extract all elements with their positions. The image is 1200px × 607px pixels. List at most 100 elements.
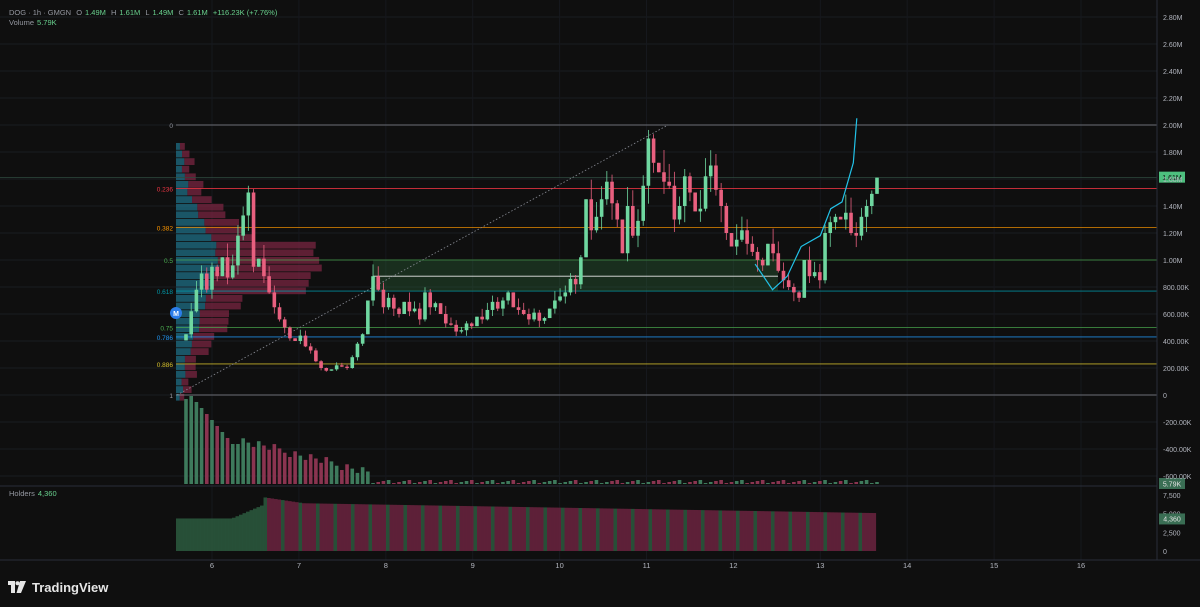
- holders-bar: [561, 507, 565, 551]
- volume-bar: [469, 480, 474, 484]
- candle-body: [189, 311, 193, 335]
- holders-bar: [722, 510, 726, 551]
- holders-bar: [396, 504, 401, 551]
- holders-bar: [648, 509, 653, 551]
- volume-profile-bar: [219, 264, 322, 272]
- holders-bar: [435, 505, 439, 551]
- volume-bar: [262, 445, 266, 484]
- volume-profile-bar: [176, 371, 186, 378]
- holders-bar: [603, 508, 607, 551]
- holders-legend[interactable]: Holders 4,360: [9, 489, 60, 498]
- candle-body: [698, 208, 703, 212]
- holders-bar: [487, 506, 492, 551]
- holders-bar: [508, 506, 513, 551]
- holders-bar: [330, 503, 334, 551]
- volume-bar: [314, 458, 318, 484]
- y-tick-label: 2.40M: [1163, 69, 1183, 76]
- y-tick-label: 1.40M: [1163, 204, 1183, 211]
- marker-label: M: [173, 311, 179, 318]
- candle-body: [340, 365, 344, 367]
- x-tick-label: 11: [643, 561, 651, 570]
- fib-level-label: 0.236: [157, 186, 174, 193]
- volume-bar: [386, 480, 391, 484]
- volume-profile-bar: [199, 325, 228, 333]
- holders-bar: [491, 506, 495, 551]
- holders-bar: [673, 509, 677, 551]
- holders-bar: [494, 506, 499, 551]
- volume-bar: [355, 472, 360, 484]
- volume-profile-bar: [176, 363, 185, 371]
- candle-body: [729, 233, 734, 247]
- holders-bar: [652, 509, 656, 551]
- candle-body: [480, 316, 484, 320]
- holders-bar: [365, 504, 369, 551]
- volume-profile-bar: [205, 226, 242, 234]
- last-price-tag: [1159, 171, 1185, 183]
- holders-bar: [701, 510, 705, 551]
- volume-bar: [662, 483, 666, 484]
- volume-bar: [667, 482, 671, 484]
- volume-legend[interactable]: Volume 5.79K: [9, 18, 60, 27]
- volume-bar: [542, 482, 547, 484]
- volume-bar: [225, 438, 230, 484]
- holders-bar: [459, 505, 464, 551]
- volume-bar: [412, 483, 417, 484]
- holders-bar: [333, 503, 338, 551]
- holders-bar: [270, 498, 275, 551]
- volume-bar: [849, 483, 853, 484]
- tradingview-logo[interactable]: TradingView: [8, 578, 108, 596]
- volume-bar: [828, 483, 833, 484]
- candle-body: [314, 350, 318, 362]
- volume-bar: [584, 482, 588, 484]
- holders-bar: [732, 510, 737, 551]
- holders-bar: [351, 504, 355, 551]
- candle-body: [734, 239, 739, 247]
- volume-bar: [724, 483, 729, 484]
- holders-bar: [246, 511, 250, 551]
- candle-body: [495, 301, 500, 309]
- volume-profile-bar: [176, 226, 206, 234]
- volume-profile-bar: [176, 143, 180, 150]
- volume-bar: [230, 444, 235, 484]
- volume-profile-bar: [176, 302, 206, 310]
- candle-body: [797, 292, 801, 298]
- fib-level-label: 1: [169, 393, 173, 400]
- x-tick-label: 12: [729, 561, 737, 570]
- volume-bar: [802, 480, 807, 484]
- holders-bar: [610, 508, 614, 551]
- holders-bar: [211, 518, 215, 551]
- volume-profile-bar: [176, 393, 180, 401]
- candle-body: [620, 219, 625, 254]
- volume-bar: [646, 482, 651, 484]
- holders-bar: [799, 511, 803, 551]
- holders-bar: [659, 509, 663, 551]
- volume-bar: [459, 482, 464, 484]
- symbol-label[interactable]: DOG · 1h · GMGN: [9, 8, 72, 17]
- candle-body: [714, 165, 718, 190]
- candle-body: [334, 365, 339, 370]
- volume-profile-bar: [176, 279, 214, 287]
- candle-body: [204, 273, 209, 290]
- candle-body: [844, 212, 848, 220]
- holders-tag: [1159, 513, 1185, 525]
- volume-bar: [812, 482, 817, 484]
- volume-bar: [329, 461, 334, 484]
- holders-bar: [225, 518, 229, 551]
- volume-bar: [610, 481, 614, 484]
- candle-body: [740, 230, 744, 240]
- candle-body: [573, 278, 578, 285]
- volume-bar: [428, 480, 432, 484]
- holders-bar: [417, 505, 422, 551]
- holders-bar: [274, 499, 278, 551]
- candle-body: [755, 251, 760, 260]
- volume-profile-bar: [198, 211, 226, 219]
- holders-bar: [564, 507, 569, 551]
- candle-body: [423, 292, 427, 320]
- holders-bar: [711, 510, 716, 551]
- volume-bar: [553, 480, 557, 484]
- candle-body: [599, 199, 604, 217]
- y-tick-label: 2.60M: [1163, 42, 1183, 49]
- candle-body: [802, 260, 807, 298]
